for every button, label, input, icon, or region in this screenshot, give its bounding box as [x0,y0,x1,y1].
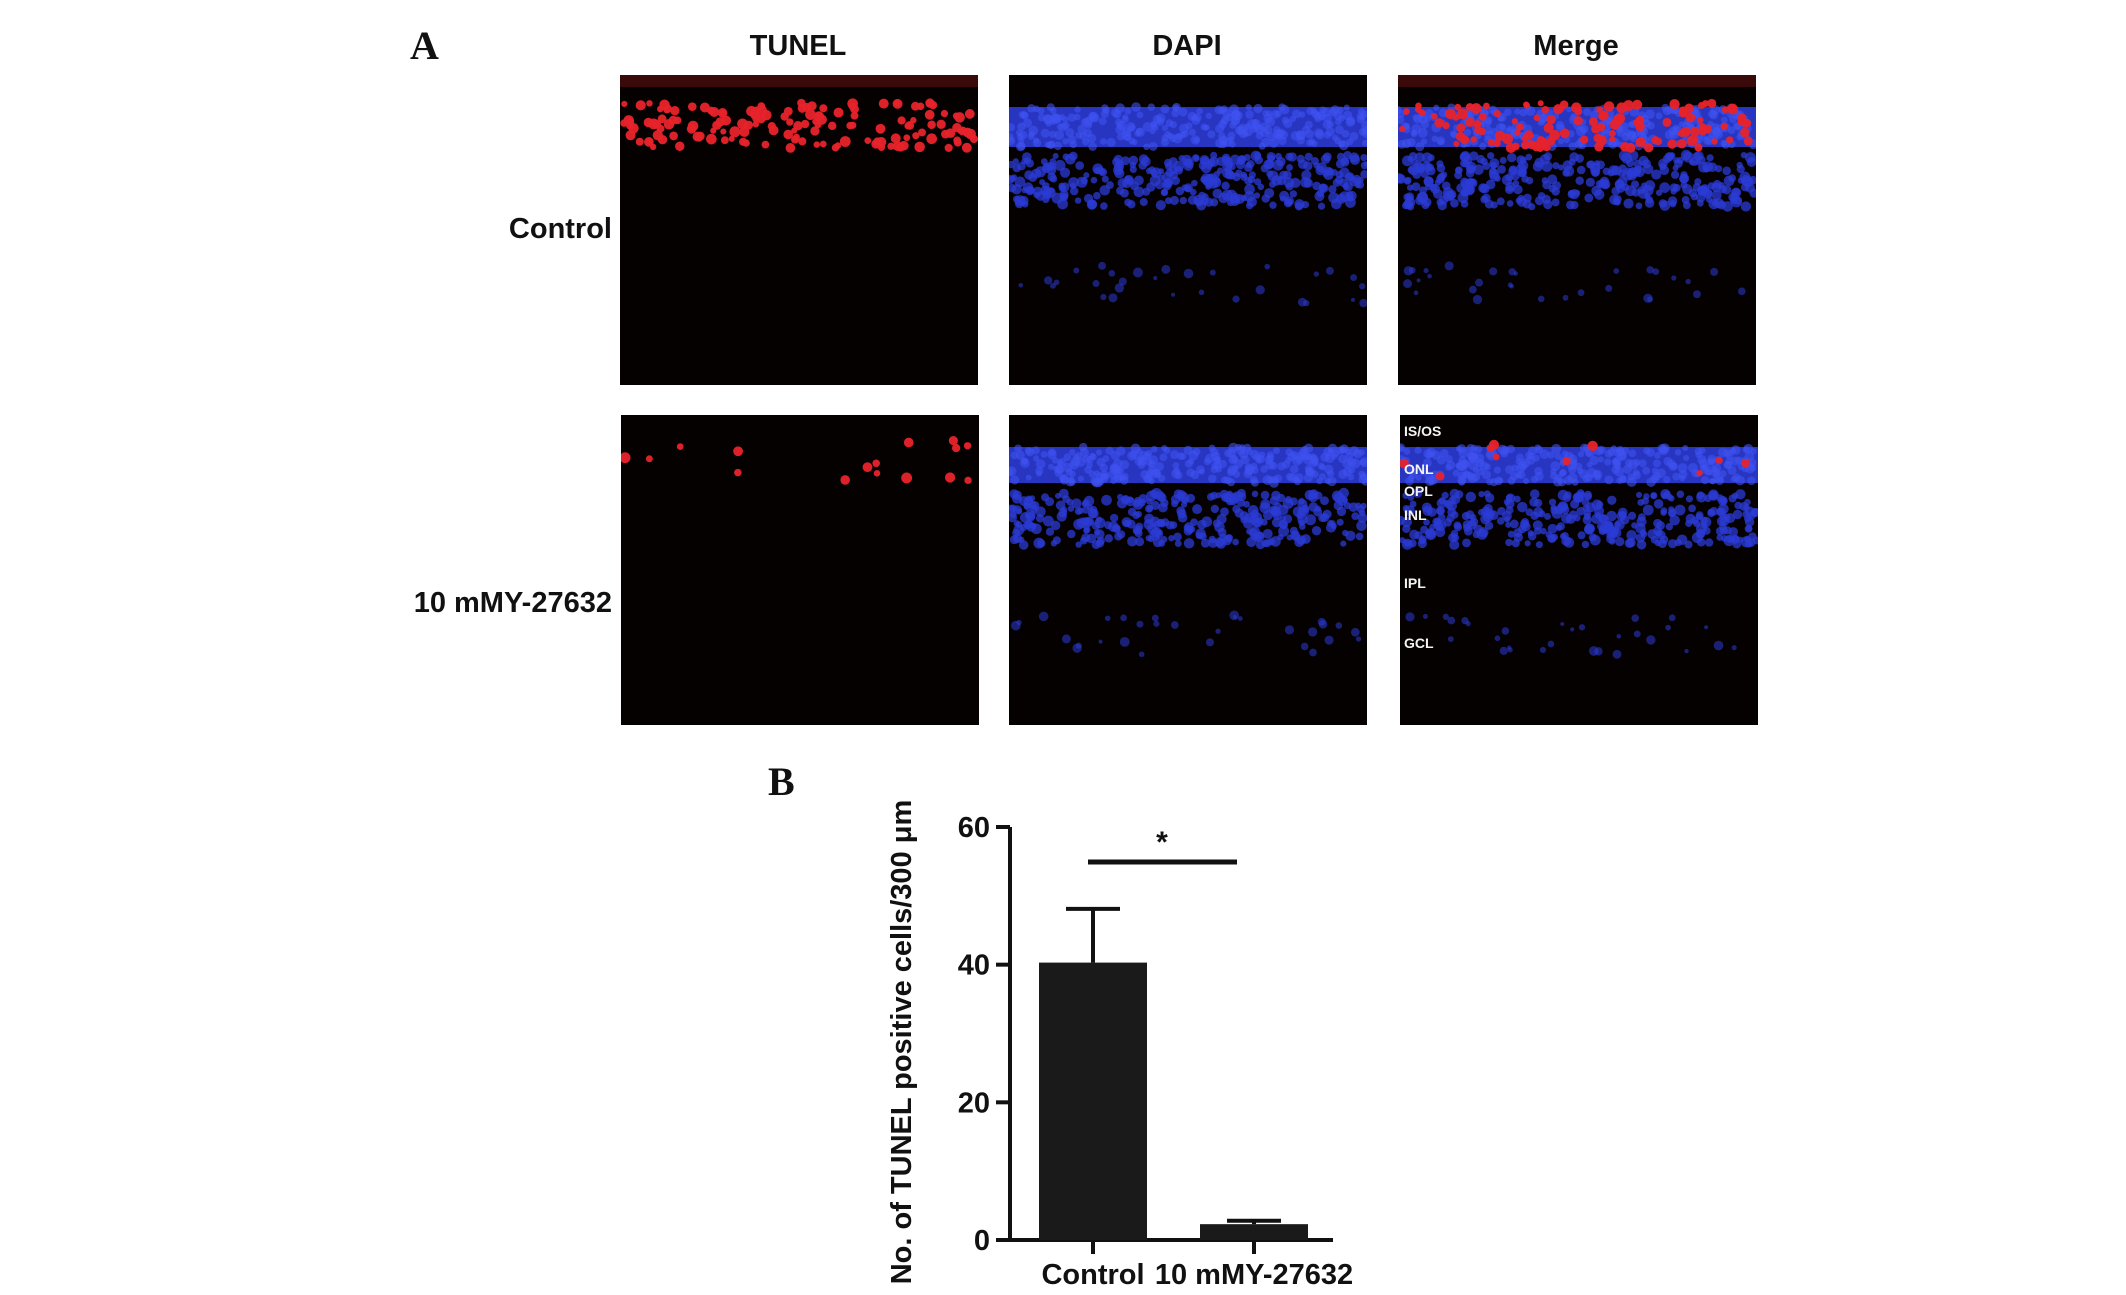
chart-y-axis-label: No. of TUNEL positive cells/300 μm [886,800,918,1285]
micrograph-treatment-merge: IS/OS ONL OPL INL IPL GCL [1400,415,1758,725]
column-header-merge: Merge [1533,30,1619,62]
micrograph-control-dapi [1009,75,1367,385]
micrograph-treatment-dapi [1009,415,1367,725]
significance-marker: * [1156,826,1168,859]
layer-label-onl: ONL [1404,461,1434,477]
y-tick-label: 60 [958,812,990,844]
x-tick-label: Control [1041,1259,1144,1291]
layer-label-gcl: GCL [1404,635,1434,651]
layer-label-isos: IS/OS [1404,423,1442,439]
panel-a-letter: A [410,23,439,68]
panel-b-letter: B [768,759,795,804]
column-header-tunel: TUNEL [749,30,847,62]
column-header-dapi: DAPI [1152,30,1222,62]
micrograph-control-merge [1398,75,1756,385]
y-tick-label: 0 [974,1225,990,1257]
micrograph-control-tunel [620,75,978,385]
x-tick-label: 10 mMY-27632 [1155,1259,1353,1291]
row-label-control: Control [508,213,612,245]
row-label-treatment: 10 mMY-27632 [413,587,612,619]
layer-label-opl: OPL [1404,483,1433,499]
y-tick-label: 20 [958,1087,990,1119]
y-tick-label: 40 [958,950,990,982]
micrograph-treatment-tunel [621,415,979,725]
bar-treatment [1200,1224,1308,1240]
bar-control [1039,962,1147,1240]
layer-label-inl: INL [1404,507,1427,523]
layer-label-ipl: IPL [1404,575,1426,591]
